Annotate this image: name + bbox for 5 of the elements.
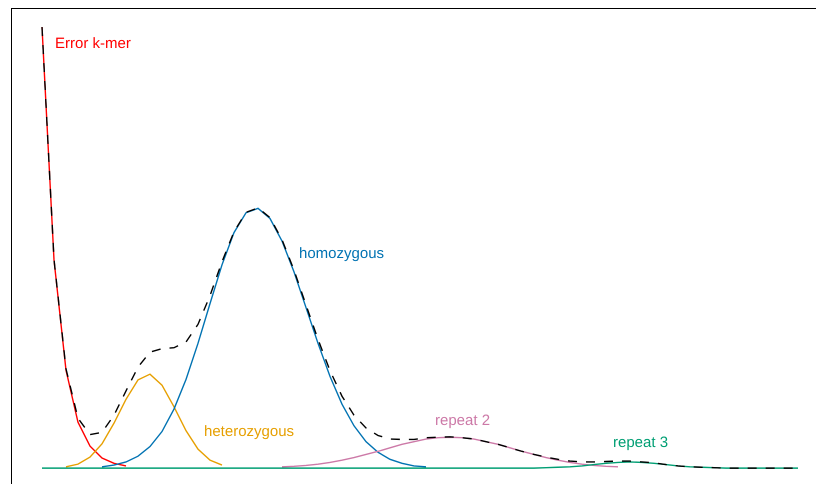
series-label: repeat 2 — [435, 412, 490, 429]
series-label: homozygous — [299, 245, 384, 262]
series-label: heterozygous — [204, 423, 294, 440]
series-label: repeat 3 — [613, 434, 668, 451]
series-label: Error k-mer — [55, 35, 131, 52]
